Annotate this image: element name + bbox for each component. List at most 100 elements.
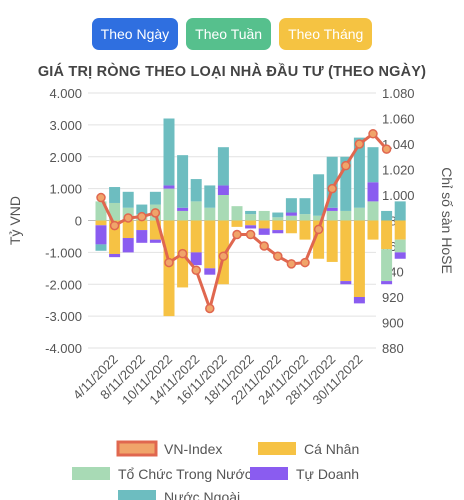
- y-tick-label: 1.000: [49, 182, 82, 197]
- vn-index-point: [300, 257, 310, 268]
- bar-segment: [340, 220, 352, 282]
- period-tabs: Theo Ngày Theo Tuần Theo Tháng: [0, 18, 464, 50]
- bar-segment: [204, 207, 216, 221]
- vn-index-point: [381, 144, 392, 154]
- bar-segment: [285, 220, 297, 234]
- vn-index-point: [327, 183, 337, 194]
- bar-segment: [109, 220, 121, 254]
- bar-segment: [95, 220, 107, 226]
- y-tick-label: 3.000: [49, 118, 82, 133]
- bar-segment: [149, 191, 161, 205]
- bar-segment: [231, 206, 243, 221]
- bar-segment: [245, 210, 257, 215]
- bar-segment: [394, 220, 406, 240]
- bar-segment: [299, 198, 311, 215]
- bar-segment: [217, 195, 229, 221]
- bar-segment: [353, 207, 365, 221]
- y-tick-label: -2.000: [45, 277, 82, 292]
- legend-swatch: [72, 467, 110, 480]
- bar-segment: [272, 217, 284, 221]
- legend-label: Nước Ngoài: [164, 489, 240, 500]
- bar-segment: [163, 220, 175, 317]
- bar-segment: [258, 228, 270, 235]
- tab-theo-thang[interactable]: Theo Tháng: [279, 18, 373, 50]
- bar-segment: [340, 210, 352, 221]
- bar-segment: [367, 201, 379, 221]
- bar-segment: [340, 156, 352, 211]
- bar-segment: [394, 252, 406, 259]
- bar-segment: [285, 198, 297, 213]
- bar-segment: [326, 220, 338, 262]
- legend-swatch: [258, 442, 296, 455]
- vn-index-point: [96, 192, 106, 203]
- bar-segment: [381, 210, 393, 221]
- bar-segment: [163, 188, 175, 221]
- vn-index-point: [286, 259, 297, 269]
- tab-theo-ngay[interactable]: Theo Ngày: [91, 18, 179, 50]
- bar-segment: [272, 230, 284, 234]
- vn-index-point: [137, 211, 147, 222]
- legend-swatch: [250, 467, 288, 480]
- bar-segment: [109, 187, 121, 203]
- bar-segment: [285, 215, 297, 221]
- bar-segment: [353, 137, 365, 208]
- bar-segment: [353, 220, 365, 297]
- bar-segment: [204, 185, 216, 208]
- vn-index-point: [150, 208, 161, 218]
- bar-segment: [122, 191, 134, 208]
- y-tick-label: -3.000: [45, 309, 82, 324]
- bar-segment: [122, 238, 134, 253]
- bar-segment: [299, 214, 311, 221]
- bar-segment: [381, 220, 393, 250]
- bar-segment: [136, 204, 148, 215]
- tab-theo-tuan[interactable]: Theo Tuần: [186, 18, 272, 50]
- y2-tick-label: 920: [382, 290, 404, 305]
- bar-segment: [313, 174, 325, 216]
- vn-index-point: [273, 251, 283, 261]
- vn-index-line: [99, 132, 388, 310]
- bar-segment: [326, 207, 338, 211]
- bar-segment: [177, 207, 189, 211]
- bar-segment: [367, 182, 379, 202]
- vn-index-point: [218, 251, 229, 261]
- bar-segment: [353, 297, 365, 304]
- vn-index-point: [368, 129, 378, 139]
- y-tick-label: -1.000: [45, 245, 82, 260]
- bar-segment: [190, 220, 202, 253]
- vn-index-point: [259, 241, 269, 251]
- y2-tick-label: 1.000: [382, 188, 415, 203]
- y2-tick-label: 900: [382, 316, 404, 331]
- vn-index-point: [191, 265, 201, 275]
- bar-segment: [231, 220, 243, 227]
- y2-tick-label: 1.060: [382, 112, 415, 127]
- legend-label: Cá Nhân: [304, 441, 359, 457]
- bar-segment: [394, 239, 406, 253]
- bar-segment: [204, 220, 216, 269]
- bar-segment: [299, 220, 311, 240]
- bar-segment: [217, 147, 229, 186]
- vn-index-point: [245, 229, 256, 240]
- bar-segment: [163, 185, 175, 189]
- y2-axis-title: Chỉ số sàn HoSE: [439, 167, 455, 274]
- bar-segment: [367, 147, 379, 183]
- bar-segment: [95, 201, 107, 221]
- bar-segment: [149, 239, 161, 243]
- bar-segment: [394, 201, 406, 221]
- bar-segment: [272, 212, 284, 218]
- vn-index-point: [205, 303, 215, 314]
- bar-segment: [177, 155, 189, 208]
- bar-segment: [326, 156, 338, 208]
- bar-segment: [340, 281, 352, 285]
- bar-segment: [136, 220, 148, 231]
- legend-swatch: [118, 490, 156, 500]
- vn-index-point: [313, 224, 324, 235]
- bar-segment: [177, 210, 189, 221]
- y2-tick-label: 1.020: [382, 163, 415, 178]
- bar-segment: [367, 220, 379, 240]
- bar-segment: [190, 252, 202, 266]
- bar-segment: [95, 225, 107, 245]
- bar-segment: [204, 268, 216, 275]
- bar-segment: [163, 118, 175, 186]
- bar-segment: [258, 210, 270, 221]
- bar-segment: [313, 220, 325, 259]
